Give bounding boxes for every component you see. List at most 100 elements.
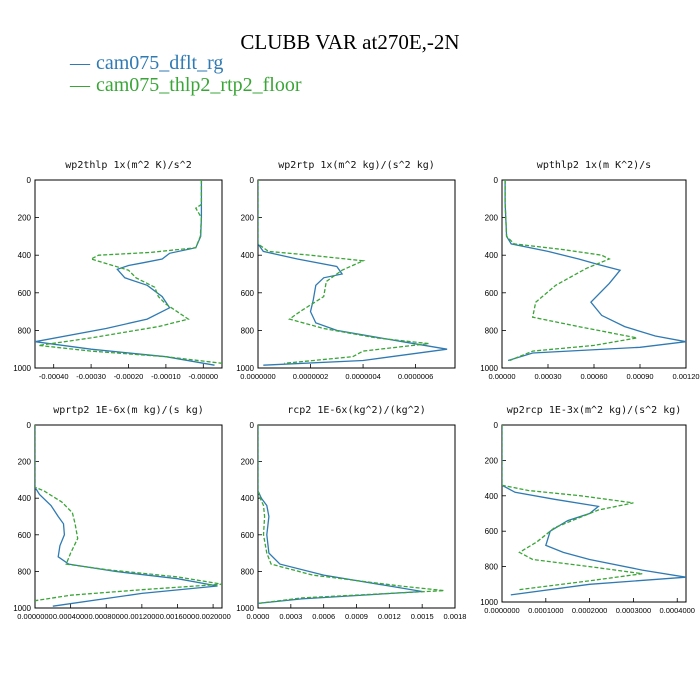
y-tick-label: 400	[241, 494, 255, 503]
series-line-dflt	[502, 425, 686, 596]
x-tick-label: 0.0000002	[293, 372, 328, 381]
y-tick-label: 600	[241, 289, 255, 298]
y-tick-label: 0	[27, 176, 32, 185]
x-tick-label: -0.00010	[151, 372, 181, 381]
series-line-dflt	[258, 425, 423, 605]
y-tick-label: 200	[485, 456, 499, 465]
figure-title: CLUBB VAR at270E,-2N	[240, 30, 460, 54]
x-tick-label: 0.0000006	[398, 372, 433, 381]
y-tick-label: 200	[241, 214, 255, 223]
x-tick-label: 0.0012	[378, 612, 401, 621]
series-line-floor	[38, 180, 222, 364]
x-tick-label: 0.0000000	[17, 612, 52, 621]
y-tick-label: 1000	[480, 364, 498, 373]
x-tick-label: 0.0008000	[89, 612, 124, 621]
y-tick-label: 400	[18, 494, 32, 503]
legend-entry-floor: — cam075_thlp2_rtp2_floor	[70, 74, 302, 96]
y-tick-label: 400	[18, 251, 32, 260]
x-tick-label: 0.0000	[247, 612, 270, 621]
x-tick-label: -0.00020	[114, 372, 144, 381]
y-tick-label: 800	[18, 567, 32, 576]
y-tick-label: 0	[250, 176, 255, 185]
panel-title: wp2thlp 1x(m^2 K)/s^2	[65, 160, 191, 171]
y-tick-label: 600	[241, 531, 255, 540]
y-tick-label: 400	[241, 251, 255, 260]
x-tick-label: 0.00000	[488, 372, 515, 381]
series-line-floor	[502, 425, 643, 591]
panel-frame	[34, 179, 223, 369]
x-tick-label: 0.00120	[672, 372, 699, 381]
panel-title: wprtp2 1E-6x(m kg)/(s kg)	[53, 405, 204, 416]
panel-frame	[501, 424, 687, 603]
panel-frame	[501, 179, 687, 369]
x-tick-label: 0.00090	[626, 372, 653, 381]
y-tick-label: 1000	[236, 364, 254, 373]
x-tick-label: 0.0006	[312, 612, 335, 621]
series-line-dflt	[35, 180, 215, 366]
panel-0: wp2thlp 1x(m^2 K)/s^2 0 200 400 600 800 1000 -0…	[13, 160, 223, 381]
panel-4: rcp2 1E-6x(kg^2)/(kg^2) 0 200 400 600 800 1000…	[236, 405, 466, 621]
panel-frame	[257, 179, 456, 369]
panel-title: rcp2 1E-6x(kg^2)/(kg^2)	[287, 405, 425, 416]
y-tick-label: 600	[485, 289, 499, 298]
panel-2: wpthlp2 1x(m K^2)/s020040060080010000.00…	[480, 160, 699, 381]
y-tick-label: 0	[494, 421, 499, 430]
x-tick-label: 0.0004000	[660, 606, 695, 615]
y-tick-label: 1000	[236, 604, 254, 613]
panel-title: wpthlp2 1x(m K^2)/s	[537, 160, 651, 171]
x-tick-label: -0.00040	[39, 372, 69, 381]
y-tick-label: 400	[485, 251, 499, 260]
y-tick-label: 600	[18, 289, 32, 298]
x-tick-label: 0.0020000	[195, 612, 230, 621]
panel-1: wp2rtp 1x(m^2 kg)/(s^2 kg) 0 200 400 600 800 1…	[236, 160, 456, 381]
y-tick-label: 1000	[480, 598, 498, 607]
series-line-dflt	[35, 425, 218, 607]
y-tick-label: 0	[27, 421, 32, 430]
y-tick-label: 600	[18, 531, 32, 540]
x-tick-label: 0.0012000	[124, 612, 159, 621]
x-tick-label: 0.0004000	[53, 612, 88, 621]
x-tick-label: 0.00030	[534, 372, 561, 381]
series-line-floor	[35, 425, 222, 602]
panel-title: wp2rcp 1E-3x(m^2 kg)/(s^2 kg)	[507, 405, 682, 416]
x-tick-label: 0.0018	[444, 612, 467, 621]
x-tick-label: 0.0015	[411, 612, 434, 621]
x-tick-label: 0.0000004	[345, 372, 380, 381]
panel-frame	[34, 424, 223, 609]
legend-label-dflt: cam075_dflt_rg	[96, 52, 224, 74]
x-tick-label: 0.0002000	[572, 606, 607, 615]
legend-label-floor: cam075_thlp2_rtp2_floor	[96, 74, 302, 96]
x-tick-label: 0.0003000	[616, 606, 651, 615]
y-tick-label: 600	[485, 527, 499, 536]
x-tick-label: 0.0001000	[528, 606, 563, 615]
series-line-dflt	[258, 180, 448, 366]
y-tick-label: 1000	[13, 604, 31, 613]
y-tick-label: 200	[18, 458, 32, 467]
y-tick-label: 200	[485, 214, 499, 223]
x-tick-label: 0.00060	[580, 372, 607, 381]
y-tick-label: 800	[18, 326, 32, 335]
panel-5: wp2rcp 1E-3x(m^2 kg)/(s^2 kg) 0 200 400 600 8…	[480, 405, 695, 615]
legend-entry-dflt: — cam075_dflt_rg	[70, 52, 223, 74]
y-tick-label: 1000	[13, 364, 31, 373]
y-tick-label: 800	[241, 326, 255, 335]
y-tick-label: 0	[250, 421, 255, 430]
x-tick-label: 0.0000000	[240, 372, 275, 381]
y-tick-label: 200	[18, 214, 32, 223]
x-tick-label: 0.0000000	[484, 606, 519, 615]
panel-title: wp2rtp 1x(m^2 kg)/(s^2 kg)	[278, 160, 435, 171]
series-line-floor	[258, 425, 445, 605]
x-tick-label: -0.00030	[76, 372, 106, 381]
x-tick-label: 0.0009	[345, 612, 368, 621]
y-tick-label: 0	[494, 176, 499, 185]
legend-line-floor: —	[70, 74, 90, 96]
y-tick-label: 400	[485, 492, 499, 501]
x-tick-label: 0.0016000	[160, 612, 195, 621]
series-line-floor	[258, 180, 429, 364]
series-line-dflt	[504, 180, 686, 362]
y-tick-label: 800	[485, 326, 499, 335]
y-tick-label: 800	[241, 567, 255, 576]
y-tick-label: 200	[241, 458, 255, 467]
series-line-floor	[504, 180, 638, 362]
